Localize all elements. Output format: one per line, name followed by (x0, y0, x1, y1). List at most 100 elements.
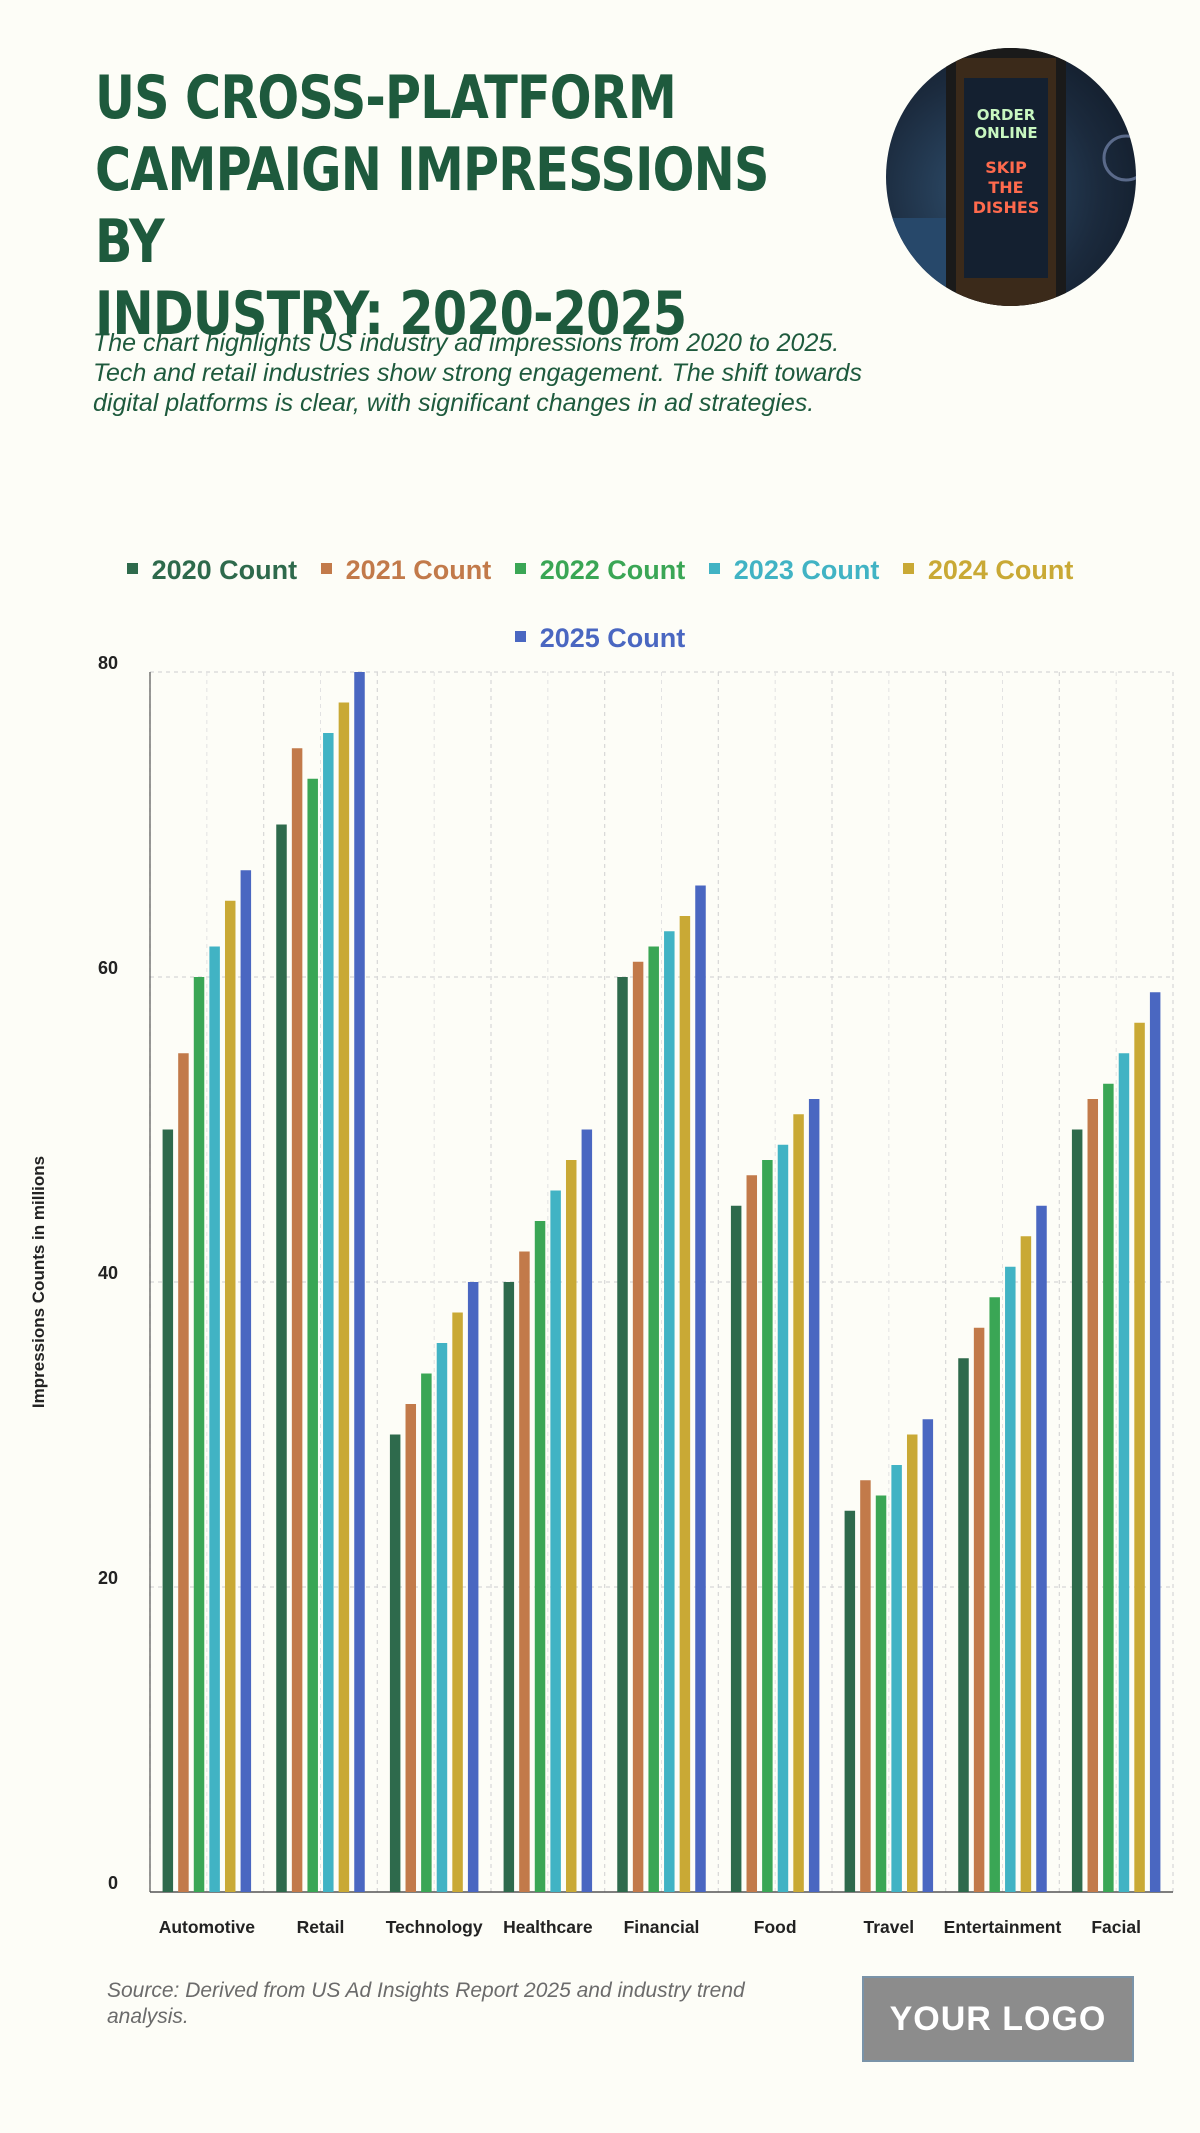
bar-travel-2020 (844, 1510, 856, 1892)
y-tick-label: 80 (98, 653, 118, 673)
bar-food-2024 (793, 1114, 804, 1892)
bar-facial-2022 (1103, 1083, 1114, 1892)
bar-food-2023 (777, 1144, 789, 1892)
bar-travel-2023 (891, 1465, 902, 1892)
legend-label-2025: 2025 Count (539, 623, 686, 653)
legend-row-2: 2025 Count (0, 616, 1200, 684)
bar-financial-2022 (648, 946, 659, 1892)
y-tick-label: 60 (98, 958, 118, 978)
bar-financial-2024 (679, 916, 691, 1892)
bar-retail-2021 (291, 748, 303, 1892)
bar-facial-2021 (1087, 1099, 1099, 1892)
bar-travel-2022 (875, 1495, 887, 1892)
legend-item-2021: 2021 Count (320, 548, 492, 592)
y-tick-label: 0 (108, 1873, 118, 1893)
header-photo: ORDER ONLINE SKIP THE DISHES (886, 48, 1136, 306)
x-tick-label-travel: Travel (864, 1917, 915, 1937)
logo-placeholder: YOUR LOGO (862, 1976, 1134, 2062)
legend-item-2024: 2024 Count (902, 548, 1074, 592)
legend-item-2025: 2025 Count (514, 616, 686, 660)
bar-automotive-2025 (240, 870, 252, 1892)
bar-travel-2021 (860, 1480, 871, 1892)
legend-item-2022: 2022 Count (514, 548, 686, 592)
bar-financial-2021 (632, 961, 644, 1892)
bar-retail-2020 (276, 824, 287, 1892)
bar-financial-2020 (617, 977, 628, 1892)
legend-label-2022: 2022 Count (539, 555, 686, 585)
bar-automotive-2021 (178, 1053, 189, 1892)
bar-financial-2023 (664, 931, 675, 1892)
x-tick-label-facial: Facial (1091, 1917, 1141, 1937)
legend-swatch-2022 (514, 563, 526, 575)
legend: 2020 Count 2021 Count 2022 Count 2023 Co… (0, 548, 1200, 684)
bar-automotive-2024 (224, 900, 236, 1892)
bar-food-2022 (762, 1160, 773, 1892)
source-note: Source: Derived from US Ad Insights Repo… (107, 1979, 745, 2028)
legend-row-1: 2020 Count 2021 Count 2022 Count 2023 Co… (0, 548, 1200, 616)
legend-swatch-2021 (320, 563, 332, 575)
title-line-2: CAMPAIGN IMPRESSIONS BY (95, 135, 769, 277)
bar-healthcare-2025 (581, 1129, 593, 1892)
legend-item-2023: 2023 Count (708, 548, 880, 592)
x-tick-label-entertainment: Entertainment (944, 1917, 1062, 1937)
legend-swatch-2025 (514, 631, 526, 643)
svg-text:THE: THE (988, 178, 1023, 197)
x-tick-label-technology: Technology (386, 1917, 483, 1937)
bar-food-2020 (730, 1205, 742, 1892)
bar-automotive-2023 (209, 946, 220, 1892)
y-tick-label: 20 (98, 1568, 118, 1588)
bar-entertainment-2023 (1005, 1266, 1016, 1892)
legend-label-2021: 2021 Count (345, 555, 492, 585)
bar-technology-2024 (452, 1312, 463, 1892)
x-tick-label-financial: Financial (624, 1917, 700, 1937)
x-tick-label-retail: Retail (297, 1917, 345, 1937)
legend-swatch-2020 (126, 563, 138, 575)
bar-technology-2023 (436, 1343, 448, 1892)
bar-entertainment-2024 (1020, 1236, 1032, 1892)
x-tick-label-healthcare: Healthcare (503, 1917, 593, 1937)
bar-healthcare-2024 (565, 1160, 577, 1892)
legend-swatch-2024 (902, 563, 914, 575)
bar-retail-2023 (323, 733, 334, 1892)
bar-facial-2025 (1149, 992, 1161, 1892)
bar-healthcare-2023 (550, 1190, 561, 1892)
bar-healthcare-2020 (503, 1282, 515, 1892)
legend-label-2020: 2020 Count (151, 555, 298, 585)
bar-entertainment-2020 (958, 1358, 969, 1892)
legend-swatch-2023 (708, 563, 720, 575)
legend-label-2024: 2024 Count (927, 555, 1074, 585)
chart-description: The chart highlights US industry ad impr… (93, 329, 862, 417)
storefront-photo-icon: ORDER ONLINE SKIP THE DISHES (886, 48, 1136, 306)
bar-retail-2022 (307, 778, 318, 1892)
bar-entertainment-2022 (989, 1297, 1000, 1892)
bar-food-2021 (746, 1175, 758, 1892)
bar-travel-2025 (922, 1419, 934, 1892)
bar-healthcare-2022 (534, 1221, 546, 1892)
bar-technology-2021 (405, 1404, 417, 1892)
bar-technology-2022 (421, 1373, 432, 1892)
bar-retail-2024 (338, 702, 350, 1892)
svg-text:DISHES: DISHES (973, 198, 1040, 217)
title-line-1: US CROSS-PLATFORM (95, 63, 677, 133)
bar-facial-2023 (1118, 1053, 1130, 1892)
legend-item-2020: 2020 Count (126, 548, 298, 592)
bar-travel-2024 (906, 1434, 918, 1892)
bar-healthcare-2021 (519, 1251, 530, 1892)
x-tick-label-automotive: Automotive (159, 1917, 256, 1937)
bar-technology-2025 (467, 1282, 479, 1892)
bar-facial-2024 (1134, 1022, 1145, 1892)
bar-retail-2025 (354, 672, 365, 1892)
x-tick-label-food: Food (754, 1917, 797, 1937)
bar-automotive-2020 (162, 1129, 174, 1892)
bar-technology-2020 (389, 1434, 401, 1892)
y-tick-label: 40 (98, 1263, 118, 1283)
title-line-3: INDUSTRY: 2020-2025 (95, 279, 687, 349)
y-axis-title: Impressions Counts in millions (29, 1156, 48, 1408)
sign-skip-the-dishes: SKIP (985, 158, 1027, 177)
bar-entertainment-2025 (1036, 1205, 1047, 1892)
svg-text:ONLINE: ONLINE (974, 124, 1037, 142)
bar-food-2025 (808, 1099, 820, 1892)
page-title: US CROSS-PLATFORM CAMPAIGN IMPRESSIONS B… (95, 62, 849, 350)
bar-financial-2025 (695, 885, 706, 1892)
legend-label-2023: 2023 Count (733, 555, 880, 585)
